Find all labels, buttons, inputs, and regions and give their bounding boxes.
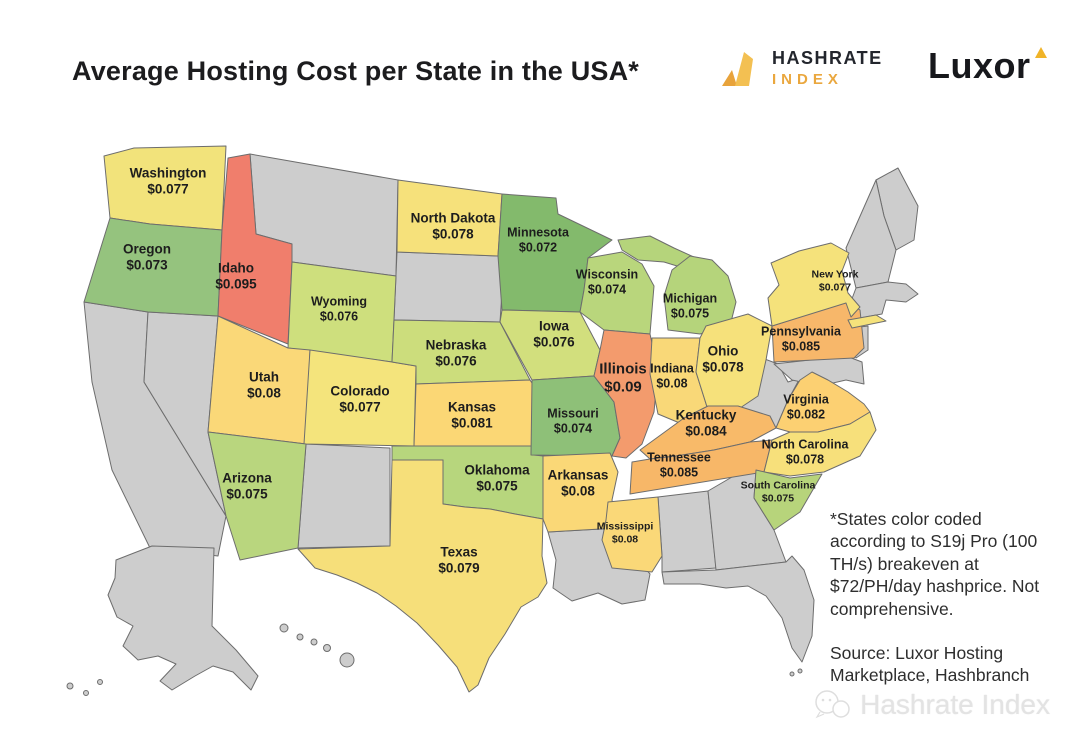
hashrate-logo-line1: HASHRATE xyxy=(772,48,883,68)
state-south-carolina xyxy=(753,469,823,531)
state-washington xyxy=(103,145,227,231)
footnote-note: *States color coded according to S19j Pr… xyxy=(830,509,1040,619)
state-arizona xyxy=(207,431,307,561)
hawaii-island xyxy=(279,623,289,633)
luxor-logo-triangle-icon xyxy=(1034,47,1047,58)
hawaii-island xyxy=(323,644,331,652)
hashrate-index-logo: HASHRATE INDEX xyxy=(720,46,883,90)
footnote-source: Source: Luxor Hosting Marketplace, Hashb… xyxy=(830,642,1030,686)
florida-keys xyxy=(789,671,795,677)
state-texas xyxy=(297,459,548,693)
state-new-mexico xyxy=(297,443,391,549)
state-colorado xyxy=(303,349,417,447)
state-alabama xyxy=(657,490,717,573)
alaska-island xyxy=(97,679,103,685)
state-north-dakota xyxy=(396,179,503,257)
hashrate-logo-line2: INDEX xyxy=(772,71,843,88)
alaska-island xyxy=(83,690,89,696)
hashrate-index-logo-icon xyxy=(722,52,753,86)
state-oregon xyxy=(83,217,223,317)
hawaii-island xyxy=(339,652,355,668)
florida-keys xyxy=(797,668,803,674)
state-north-carolina xyxy=(763,411,877,477)
state-alaska xyxy=(107,545,259,691)
watermark: Hashrate Index xyxy=(812,688,1050,722)
state-kansas xyxy=(413,379,539,447)
hawaii-island xyxy=(296,633,304,641)
footnote: *States color coded according to S19j Pr… xyxy=(830,508,1052,709)
state-wisconsin xyxy=(579,251,655,335)
state-florida xyxy=(661,555,815,663)
page-title: Average Hosting Cost per State in the US… xyxy=(72,56,640,86)
state-new-york xyxy=(767,242,861,327)
state-mississippi xyxy=(601,496,663,573)
state-ohio xyxy=(695,313,773,411)
chat-bubbles-icon xyxy=(815,690,850,719)
watermark-text: Hashrate Index xyxy=(860,689,1050,720)
state-tennessee xyxy=(629,439,773,495)
hawaii-island xyxy=(310,638,318,646)
luxor-logo-text: Luxor xyxy=(928,45,1031,86)
state-wyoming xyxy=(287,261,397,363)
luxor-logo: Luxor xyxy=(928,45,1048,86)
state-new-york-long-island xyxy=(847,314,887,329)
state-south-dakota xyxy=(393,251,505,323)
alaska-island xyxy=(66,682,74,690)
